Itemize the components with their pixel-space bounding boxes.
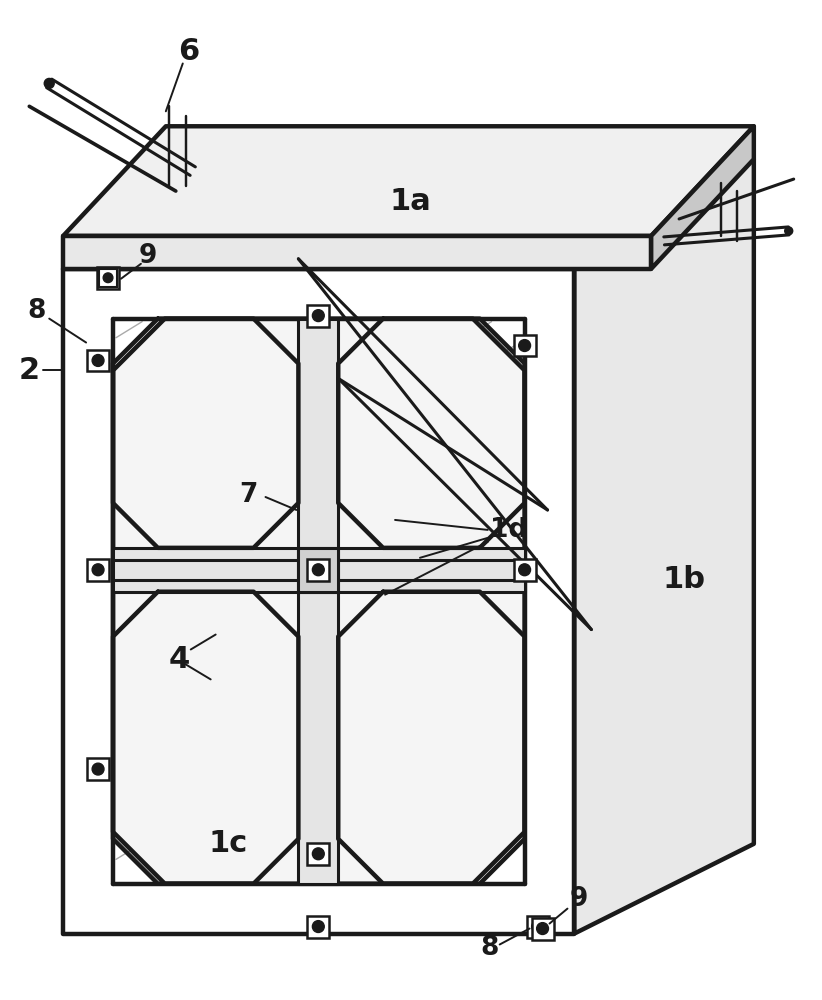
Text: 7: 7: [239, 482, 258, 508]
Polygon shape: [63, 126, 754, 236]
Bar: [87, 758, 109, 780]
Text: 4: 4: [169, 645, 189, 674]
Text: 9: 9: [570, 886, 588, 912]
Bar: [532, 918, 553, 940]
Text: 8: 8: [27, 298, 45, 324]
Bar: [307, 916, 330, 938]
Text: 8: 8: [481, 935, 499, 961]
Circle shape: [312, 921, 324, 932]
Circle shape: [312, 310, 324, 322]
Circle shape: [312, 848, 324, 860]
Polygon shape: [298, 319, 338, 548]
Text: 1a: 1a: [389, 187, 431, 216]
Circle shape: [92, 763, 104, 775]
Circle shape: [537, 923, 548, 934]
Text: 1b: 1b: [663, 565, 705, 594]
Bar: [307, 843, 330, 865]
Polygon shape: [575, 159, 754, 934]
Text: 9: 9: [139, 243, 157, 269]
Bar: [99, 269, 117, 287]
Circle shape: [532, 921, 543, 932]
Bar: [527, 916, 548, 938]
Polygon shape: [338, 548, 524, 592]
Bar: [307, 559, 330, 581]
Circle shape: [312, 564, 324, 576]
Bar: [514, 335, 536, 356]
Circle shape: [44, 78, 54, 88]
Circle shape: [92, 355, 104, 366]
Text: 1c: 1c: [209, 829, 248, 858]
Bar: [307, 305, 330, 327]
Text: 6: 6: [178, 37, 200, 66]
Bar: [87, 350, 109, 371]
Bar: [97, 267, 119, 289]
Text: 1d: 1d: [490, 517, 527, 543]
Bar: [514, 559, 536, 581]
Circle shape: [104, 273, 113, 283]
Polygon shape: [113, 319, 524, 884]
Polygon shape: [63, 269, 575, 934]
Polygon shape: [298, 592, 338, 884]
Polygon shape: [651, 126, 754, 269]
Bar: [87, 559, 109, 581]
Circle shape: [92, 564, 104, 576]
Circle shape: [519, 340, 530, 351]
Circle shape: [519, 564, 530, 576]
Polygon shape: [113, 548, 298, 592]
Circle shape: [785, 227, 792, 235]
Polygon shape: [63, 236, 651, 269]
Text: 2: 2: [19, 356, 39, 385]
Polygon shape: [298, 548, 338, 592]
